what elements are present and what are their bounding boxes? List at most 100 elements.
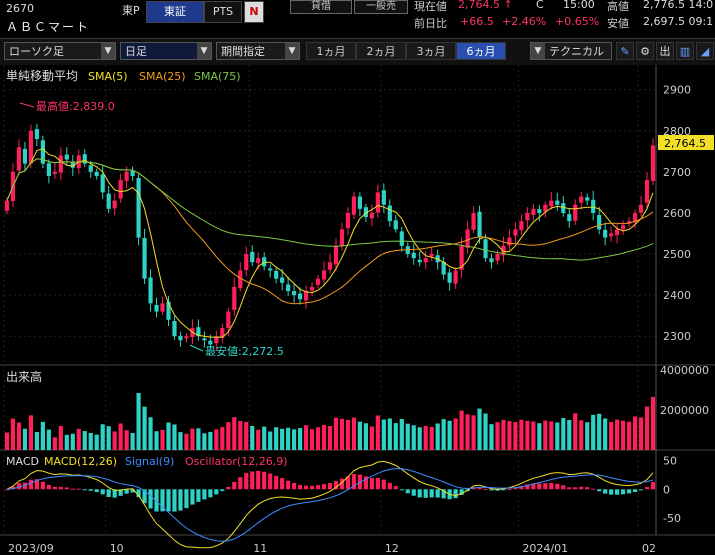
settings-icon[interactable]: ⚙ — [636, 42, 654, 60]
oscillator-bar — [303, 485, 309, 490]
volume-bar — [28, 415, 34, 450]
volume-bar — [303, 425, 309, 450]
oscillator-bar — [423, 489, 428, 498]
volume-bar — [166, 422, 171, 450]
volume-bar — [94, 434, 99, 450]
candle-body — [160, 303, 165, 312]
candle-body — [136, 178, 141, 238]
candle-body — [555, 200, 560, 205]
candle-body — [327, 262, 333, 270]
period-1m-button[interactable]: 1ヵ月 — [306, 42, 356, 60]
oscillator-bar — [22, 482, 28, 490]
area-chart-icon[interactable]: ◢ — [696, 42, 714, 60]
general-sell-button[interactable]: 一般売 — [354, 0, 408, 14]
volume-bar — [579, 420, 584, 450]
oscillator-bar — [82, 489, 87, 491]
oscillator-bar — [94, 489, 99, 493]
current-time: 15:00 — [563, 0, 595, 11]
tse-button[interactable]: 東証 — [146, 1, 204, 23]
news-icon[interactable]: N — [244, 1, 264, 23]
volume-bar — [339, 418, 345, 450]
candle-body — [202, 338, 207, 341]
candle-body — [220, 328, 225, 338]
chart-type-select[interactable]: ローソク足 ▼ — [4, 42, 116, 60]
sma-line — [6, 148, 654, 338]
volume-bar — [417, 427, 422, 450]
volume-bar — [154, 431, 159, 450]
price-chart[interactable]: 2900 2800 2700 2600 2500 2400 2300 2023/09 10 11 1… — [0, 65, 715, 555]
volume-bar — [268, 431, 273, 450]
candle-body — [650, 145, 656, 181]
oscillator-bar — [387, 482, 392, 490]
candle-body — [16, 147, 22, 171]
oscillator-bar — [507, 488, 512, 490]
candle-body — [28, 130, 34, 164]
period-6m-button[interactable]: 6ヵ月 — [456, 42, 506, 60]
high-label: 高値 — [607, 0, 629, 13]
candle-body — [513, 229, 518, 236]
candle-body — [579, 196, 584, 203]
oscillator-bar — [268, 473, 273, 490]
margin-button[interactable]: 貸借 — [290, 0, 352, 14]
oscillator-bar — [483, 488, 488, 490]
volume-bar — [214, 429, 219, 450]
volume-bar — [441, 419, 446, 450]
volume-bar — [10, 418, 16, 450]
candle-body — [591, 199, 596, 213]
legend-oscillator: Oscillator(12,26,9) — [185, 455, 287, 468]
volume-bar — [22, 428, 28, 450]
period-2m-button[interactable]: 2ヵ月 — [356, 42, 406, 60]
candle-body — [441, 261, 446, 275]
volume-bar — [333, 417, 339, 450]
pencil-icon[interactable]: ✎ — [616, 42, 634, 60]
oscillator-bar — [321, 484, 327, 490]
volume-bar — [327, 426, 333, 450]
volume-bar — [34, 432, 39, 450]
volume-bar — [531, 421, 536, 450]
period-mode-select[interactable]: 期間指定 ▼ — [216, 42, 300, 60]
oscillator-bar — [411, 489, 416, 496]
volume-bar — [76, 428, 81, 450]
bar-chart-icon[interactable]: ▥ — [676, 42, 694, 60]
candle-body — [429, 254, 434, 257]
volume-bar — [423, 425, 428, 450]
oscillator-bar — [573, 487, 578, 490]
oscillator-bar — [232, 481, 237, 490]
oscillator-bar — [429, 489, 434, 498]
candle-body — [268, 268, 273, 271]
oscillator-bar — [76, 488, 81, 490]
volume-bar — [250, 426, 255, 450]
volume-bar — [561, 418, 566, 450]
oscillator-bar — [184, 489, 189, 509]
legend-sma5: SMA(5) — [88, 70, 128, 83]
out-icon[interactable]: 出 — [656, 42, 674, 60]
technical-select[interactable]: ▼ テクニカル — [530, 42, 612, 60]
volume-bar — [513, 422, 518, 450]
pts-button[interactable]: PTS — [204, 1, 242, 23]
volume-bar — [315, 427, 321, 450]
oscillator-bar — [112, 489, 117, 498]
time-tick-label: 2023/09 — [8, 542, 54, 555]
change-percent: +2.46% — [502, 15, 547, 28]
candle-body — [4, 200, 10, 211]
macd-tick-label: -50 — [663, 512, 681, 525]
chevron-down-icon: ▼ — [197, 43, 211, 59]
volume-bar — [591, 414, 596, 450]
legend-macd: MACD(12,26) — [44, 455, 117, 468]
oscillator-bar — [190, 489, 195, 505]
volume-bar — [40, 421, 45, 450]
oscillator-bar — [106, 489, 111, 497]
oscillator-bar — [16, 483, 22, 490]
interval-value: 日足 — [125, 45, 147, 58]
candle-body — [375, 192, 380, 213]
candle-body — [118, 180, 123, 199]
interval-select[interactable]: 日足 ▼ — [120, 42, 212, 60]
candle-body — [22, 148, 28, 164]
volume-bar — [4, 432, 10, 450]
oscillator-bar — [537, 483, 542, 490]
candle-body — [363, 207, 368, 218]
last-price-label: 2,764.5 — [664, 137, 706, 150]
legend-sma25: SMA(25) — [139, 70, 186, 83]
volume-bar — [387, 418, 392, 450]
period-3m-button[interactable]: 3ヵ月 — [406, 42, 456, 60]
